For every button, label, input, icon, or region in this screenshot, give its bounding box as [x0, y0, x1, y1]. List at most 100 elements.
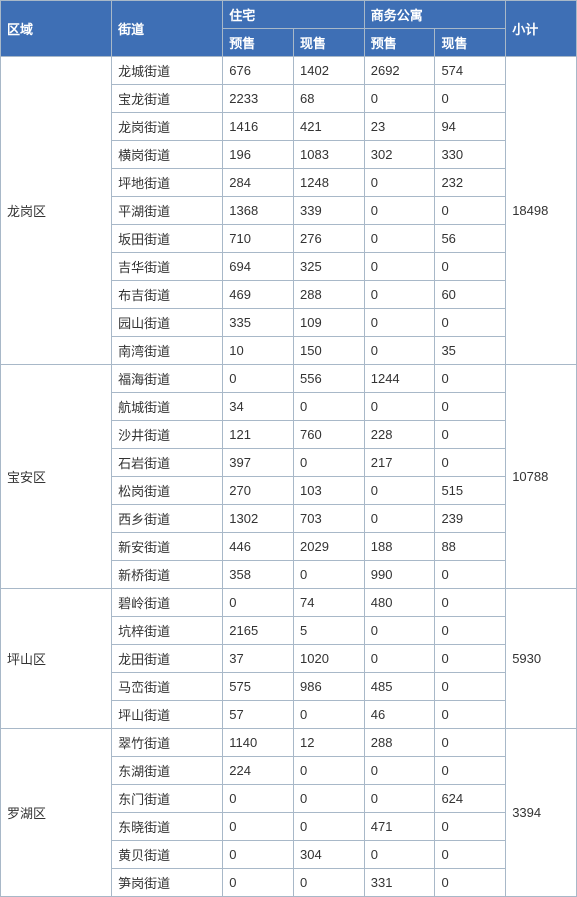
res-resale-cell: 5	[294, 617, 365, 645]
res-resale-cell: 2029	[294, 533, 365, 561]
housing-stats-table: 区域 街道 住宅 商务公寓 小计 预售 现售 预售 现售 龙岗区龙城街道6761…	[0, 0, 577, 897]
region-cell: 罗湖区	[1, 729, 112, 897]
street-cell: 笋岗街道	[112, 869, 223, 897]
biz-resale-cell: 239	[435, 505, 506, 533]
res-presale-cell: 37	[223, 645, 294, 673]
street-cell: 园山街道	[112, 309, 223, 337]
street-cell: 黄贝街道	[112, 841, 223, 869]
street-cell: 航城街道	[112, 393, 223, 421]
res-presale-cell: 0	[223, 785, 294, 813]
res-resale-cell: 68	[294, 85, 365, 113]
biz-resale-cell: 35	[435, 337, 506, 365]
street-cell: 宝龙街道	[112, 85, 223, 113]
street-cell: 龙岗街道	[112, 113, 223, 141]
res-presale-cell: 0	[223, 869, 294, 897]
street-cell: 新安街道	[112, 533, 223, 561]
res-presale-cell: 1368	[223, 197, 294, 225]
biz-presale-cell: 990	[364, 561, 435, 589]
res-presale-cell: 0	[223, 813, 294, 841]
res-resale-cell: 1248	[294, 169, 365, 197]
biz-resale-cell: 330	[435, 141, 506, 169]
res-resale-cell: 0	[294, 785, 365, 813]
res-resale-cell: 0	[294, 813, 365, 841]
res-resale-cell: 1020	[294, 645, 365, 673]
biz-resale-cell: 0	[435, 813, 506, 841]
res-resale-cell: 1083	[294, 141, 365, 169]
res-resale-cell: 0	[294, 701, 365, 729]
res-resale-cell: 276	[294, 225, 365, 253]
street-cell: 东晓街道	[112, 813, 223, 841]
biz-presale-cell: 0	[364, 617, 435, 645]
res-resale-cell: 0	[294, 869, 365, 897]
biz-resale-cell: 0	[435, 729, 506, 757]
res-presale-cell: 694	[223, 253, 294, 281]
biz-resale-cell: 0	[435, 365, 506, 393]
header-business-apt: 商务公寓	[364, 1, 505, 29]
res-resale-cell: 304	[294, 841, 365, 869]
subtotal-cell: 10788	[506, 365, 577, 589]
biz-resale-cell: 88	[435, 533, 506, 561]
res-presale-cell: 0	[223, 589, 294, 617]
header-biz-resale: 现售	[435, 29, 506, 57]
res-resale-cell: 421	[294, 113, 365, 141]
biz-presale-cell: 0	[364, 785, 435, 813]
res-presale-cell: 2165	[223, 617, 294, 645]
res-resale-cell: 0	[294, 561, 365, 589]
street-cell: 龙城街道	[112, 57, 223, 85]
table-row: 罗湖区翠竹街道11401228803394	[1, 729, 577, 757]
street-cell: 南湾街道	[112, 337, 223, 365]
biz-presale-cell: 217	[364, 449, 435, 477]
street-cell: 马峦街道	[112, 673, 223, 701]
biz-resale-cell: 0	[435, 645, 506, 673]
table-header: 区域 街道 住宅 商务公寓 小计 预售 现售 预售 现售	[1, 1, 577, 57]
res-resale-cell: 760	[294, 421, 365, 449]
biz-presale-cell: 0	[364, 169, 435, 197]
res-resale-cell: 703	[294, 505, 365, 533]
region-cell: 宝安区	[1, 365, 112, 589]
res-presale-cell: 446	[223, 533, 294, 561]
res-resale-cell: 288	[294, 281, 365, 309]
res-resale-cell: 1402	[294, 57, 365, 85]
biz-presale-cell: 0	[364, 85, 435, 113]
res-resale-cell: 0	[294, 393, 365, 421]
header-subtotal: 小计	[506, 1, 577, 57]
street-cell: 翠竹街道	[112, 729, 223, 757]
res-resale-cell: 339	[294, 197, 365, 225]
res-resale-cell: 556	[294, 365, 365, 393]
biz-presale-cell: 0	[364, 225, 435, 253]
street-cell: 西乡街道	[112, 505, 223, 533]
biz-presale-cell: 0	[364, 393, 435, 421]
res-resale-cell: 12	[294, 729, 365, 757]
street-cell: 坪地街道	[112, 169, 223, 197]
biz-resale-cell: 0	[435, 449, 506, 477]
header-street: 街道	[112, 1, 223, 57]
table-row: 龙岗区龙城街道6761402269257418498	[1, 57, 577, 85]
subtotal-cell: 3394	[506, 729, 577, 897]
street-cell: 石岩街道	[112, 449, 223, 477]
biz-presale-cell: 0	[364, 281, 435, 309]
street-cell: 福海街道	[112, 365, 223, 393]
street-cell: 布吉街道	[112, 281, 223, 309]
street-cell: 坂田街道	[112, 225, 223, 253]
res-presale-cell: 575	[223, 673, 294, 701]
biz-presale-cell: 485	[364, 673, 435, 701]
res-presale-cell: 121	[223, 421, 294, 449]
biz-resale-cell: 0	[435, 85, 506, 113]
res-presale-cell: 397	[223, 449, 294, 477]
biz-resale-cell: 56	[435, 225, 506, 253]
biz-resale-cell: 0	[435, 841, 506, 869]
biz-presale-cell: 0	[364, 757, 435, 785]
biz-resale-cell: 0	[435, 617, 506, 645]
res-resale-cell: 109	[294, 309, 365, 337]
header-residential: 住宅	[223, 1, 364, 29]
region-cell: 坪山区	[1, 589, 112, 729]
biz-resale-cell: 515	[435, 477, 506, 505]
biz-presale-cell: 302	[364, 141, 435, 169]
table-body: 龙岗区龙城街道6761402269257418498宝龙街道22336800龙岗…	[1, 57, 577, 897]
res-resale-cell: 103	[294, 477, 365, 505]
street-cell: 坑梓街道	[112, 617, 223, 645]
biz-presale-cell: 480	[364, 589, 435, 617]
biz-resale-cell: 0	[435, 869, 506, 897]
biz-presale-cell: 0	[364, 841, 435, 869]
res-presale-cell: 284	[223, 169, 294, 197]
